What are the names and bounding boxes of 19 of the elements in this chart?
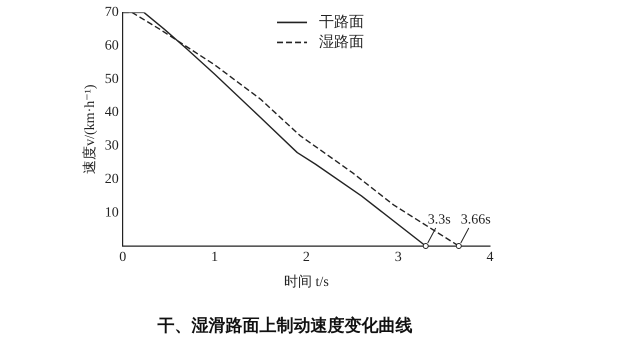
y-tick-label: 70 — [104, 5, 119, 20]
x-tick-label: 2 — [302, 250, 310, 266]
annotation: 3.66s — [460, 212, 491, 228]
text: 干、湿滑路面上制动速度变化曲线 — [156, 316, 412, 336]
y-axis-title: 速度v/(km·h⁻¹) — [82, 84, 98, 174]
annotation: 3.3s — [428, 212, 451, 228]
y-tick-label: 40 — [104, 105, 119, 120]
y-tick-label: 20 — [104, 172, 119, 187]
x-tick-label: 1 — [211, 250, 218, 266]
y-tick-label: 50 — [104, 72, 119, 87]
x-tick-label: 0 — [119, 250, 126, 266]
x-tick-label: 4 — [486, 250, 494, 266]
x-axis-title: 时间 t/s — [284, 274, 329, 290]
y-tick-label: 30 — [104, 138, 119, 154]
legend-label: 湿路面 — [319, 33, 364, 50]
y-tick-label: 60 — [104, 38, 119, 54]
x-tick-label: 3 — [394, 250, 402, 266]
y-tick-label: 10 — [104, 205, 119, 220]
legend-label: 干路面 — [319, 13, 364, 30]
